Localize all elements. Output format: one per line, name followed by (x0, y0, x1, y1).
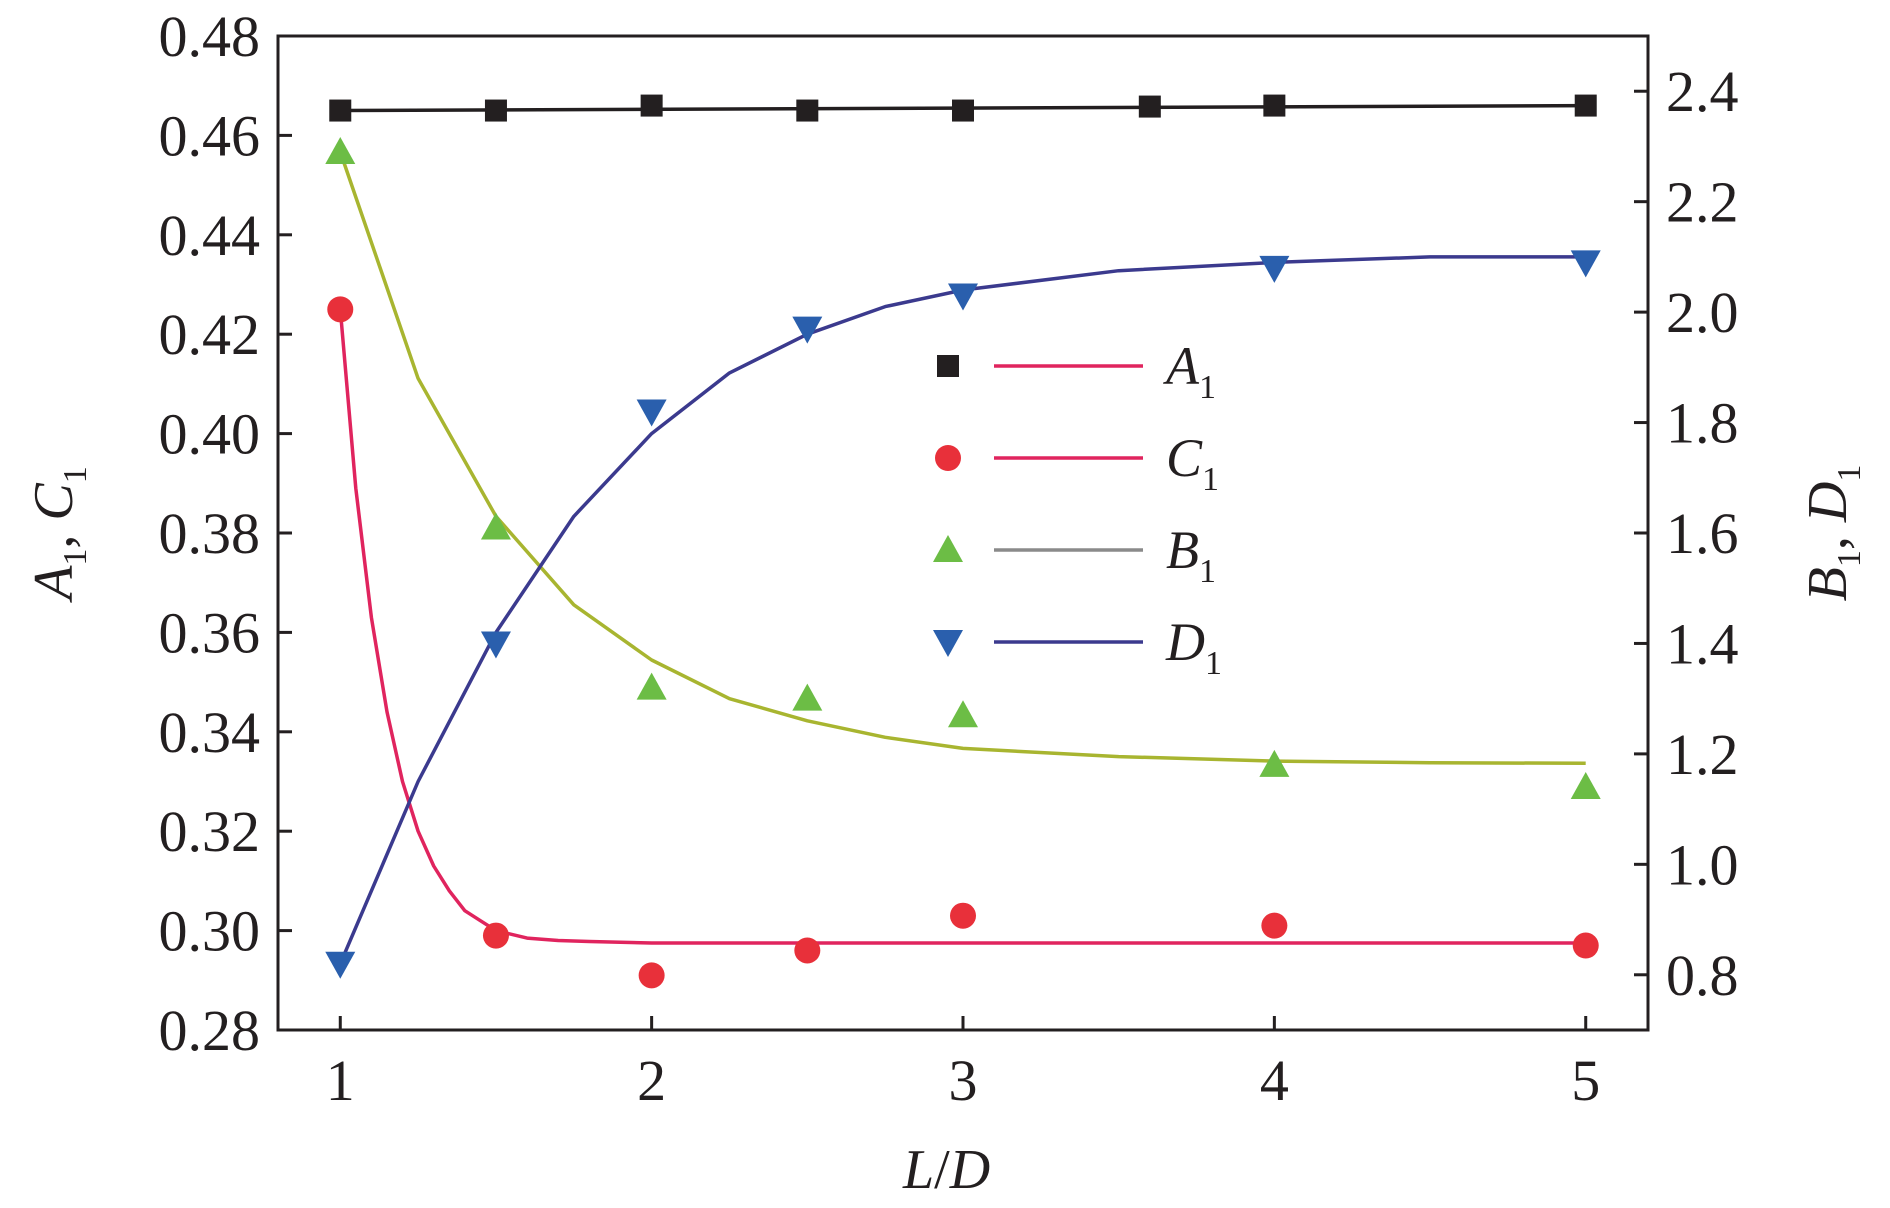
marker-d1 (1570, 250, 1601, 278)
marker-a1 (1263, 94, 1286, 117)
x-tick-label: 3 (949, 1048, 978, 1113)
y-right-axis-title-subscript: 1 (1831, 550, 1868, 567)
marker-d1 (1259, 255, 1290, 283)
y-left-axis-title-subscript: 1 (57, 466, 94, 483)
x-tick-label: 1 (326, 1048, 355, 1113)
y-right-tick-label: 1.0 (1666, 832, 1739, 897)
marker-b1 (1259, 749, 1290, 777)
marker-c1 (950, 902, 976, 929)
y-left-axis-title-letter: A (23, 565, 85, 604)
marker-b1 (325, 136, 356, 164)
y-left-tick-label: 0.28 (159, 998, 261, 1063)
data-markers (325, 94, 1601, 989)
marker-d1 (325, 951, 356, 979)
plot-border (276, 34, 1650, 1032)
y-left-tick-label: 0.36 (159, 600, 261, 665)
y-left-tick-label: 0.30 (159, 899, 261, 964)
marker-a1 (640, 94, 663, 117)
fit-line-c1 (338, 309, 1586, 945)
marker-b1 (948, 700, 978, 728)
y-right-tick-label: 2.4 (1666, 59, 1739, 124)
y-left-tick-label: 0.38 (159, 501, 261, 566)
legend-label-subscript: 1 (1205, 645, 1222, 682)
legend-marker-a1 (937, 355, 959, 377)
legend-label-letter: C (1166, 428, 1203, 488)
y-right-tick-label: 1.6 (1666, 501, 1739, 566)
marker-b1 (792, 683, 823, 711)
legend-marker-c1 (935, 445, 961, 471)
y-left-tick-label: 0.34 (159, 700, 261, 765)
legend-label-subscript: 1 (1202, 461, 1219, 498)
legend-label-d1: D1 (1165, 612, 1222, 682)
marker-b1 (636, 672, 667, 700)
legend-label-subscript: 1 (1199, 553, 1216, 590)
marker-c1 (1261, 912, 1288, 939)
legend-label-subscript: 1 (1199, 369, 1216, 406)
x-tick-label: 2 (637, 1048, 666, 1113)
legend-label-letter: D (1165, 612, 1205, 672)
x-tick-label: 5 (1571, 1048, 1600, 1113)
marker-d1 (948, 283, 978, 311)
y-right-tick-label: 0.8 (1666, 943, 1739, 1008)
y-left-tick-label: 0.44 (159, 203, 261, 268)
marker-d1 (636, 399, 667, 427)
marker-a1 (1138, 95, 1161, 118)
y-left-tick-label: 0.48 (159, 4, 261, 69)
y-left-tick-label: 0.40 (159, 402, 261, 467)
y-left-tick-label: 0.46 (159, 103, 261, 168)
y-right-tick-label: 2.2 (1666, 170, 1739, 235)
marker-c1 (327, 296, 354, 323)
y-left-tick-label: 0.32 (159, 799, 261, 864)
y-left-axis-title: A1, C1 (23, 466, 94, 604)
y-right-axis-title-subscript: 1 (1831, 465, 1868, 482)
y-right-tick-label: 1.8 (1666, 391, 1739, 456)
marker-a1 (952, 99, 974, 122)
legend-marker-b1 (933, 535, 963, 562)
y-left-tick-label: 0.42 (159, 302, 261, 367)
plot-frame (276, 34, 1650, 1032)
x-axis-title-part: D (949, 1139, 990, 1201)
legend-label-c1: C1 (1166, 428, 1219, 498)
marker-a1 (1574, 94, 1597, 117)
marker-a1 (484, 99, 507, 122)
marker-d1 (792, 316, 823, 344)
axes: 1 2 3 4 5 0.28 0.30 0.32 0.34 0.36 0.38 0.40 0.42 0.4… (23, 4, 1868, 1201)
y-right-axis-title-letter: D (1797, 482, 1859, 523)
marker-b1 (480, 512, 511, 540)
x-tick-label: 4 (1260, 1048, 1289, 1113)
fit-lines (338, 103, 1586, 965)
marker-c1 (1572, 932, 1599, 959)
y-right-axis-title-sep: , (1797, 522, 1859, 550)
y-right-tick-label: 1.4 (1666, 611, 1739, 676)
fit-line-d1 (338, 255, 1586, 965)
x-axis-title: L/D (902, 1139, 990, 1201)
legend-label-letter: B (1166, 520, 1199, 580)
y-right-tick-label: 2.0 (1666, 280, 1739, 345)
legend-label-letter: A (1163, 336, 1200, 396)
y-right-tick-label: 1.2 (1666, 722, 1739, 787)
y-left-axis-title-subscript: 1 (57, 549, 94, 566)
marker-b1 (1570, 772, 1601, 800)
legend-label-b1: B1 (1166, 520, 1216, 590)
legend-marker-d1 (933, 630, 963, 657)
y-right-axis-title-letter: B (1797, 567, 1859, 601)
y-right-axis-title: B1, D1 (1797, 465, 1868, 602)
marker-c1 (794, 937, 821, 964)
marker-a1 (796, 99, 819, 122)
x-axis-title-slash: / (934, 1139, 950, 1201)
y-left-axis-title-letter: C (23, 483, 85, 521)
marker-c1 (482, 922, 509, 949)
marker-a1 (329, 99, 352, 122)
fit-line-b1 (338, 151, 1586, 766)
marker-c1 (638, 962, 665, 989)
marker-d1 (480, 631, 511, 659)
legend-label-a1: A1 (1163, 336, 1216, 406)
x-axis-title-part: L (902, 1139, 934, 1201)
y-left-axis-title-sep: , (23, 521, 85, 549)
